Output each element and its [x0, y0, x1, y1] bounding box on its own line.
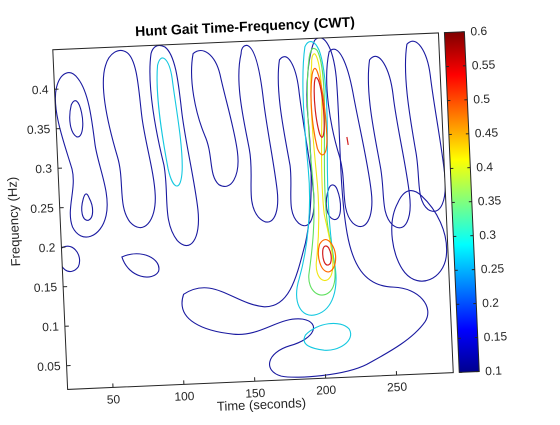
colorbar-tick-label: 0.25: [480, 261, 504, 276]
y-tick-label: 0.15: [34, 280, 58, 295]
colorbar-tick-label: 0.2: [482, 296, 500, 311]
colorbar-tick-label: 0.4: [476, 160, 494, 175]
x-tick-label: 200: [316, 383, 337, 398]
y-axis-label: Frequency (Hz): [4, 177, 23, 267]
y-tick-label: 0.1: [42, 319, 60, 334]
plot-area: [53, 33, 453, 390]
colorbar-tick-label: 0.1: [485, 363, 503, 378]
colorbar-tick-label: 0.55: [472, 57, 496, 72]
colorbar-tick-label: 0.45: [475, 125, 499, 140]
y-tick-label: 0.05: [37, 359, 61, 374]
colorbar-tick-label: 0.15: [483, 329, 507, 344]
colorbar-tick-label: 0.6: [470, 24, 488, 39]
y-tick-label: 0.3: [35, 162, 53, 177]
x-tick-label: 100: [174, 389, 195, 404]
x-tick-label: 250: [387, 380, 408, 395]
y-tick-label: 0.4: [32, 83, 50, 98]
y-tick-label: 0.2: [38, 240, 56, 255]
x-axis-label: Time (seconds): [217, 395, 307, 414]
colorbar-tick-label: 0.35: [478, 193, 502, 208]
colorbar-tick-label: 0.5: [473, 92, 491, 107]
y-tick-label: 0.35: [27, 122, 51, 137]
y-tick-label: 0.25: [30, 201, 54, 216]
colorbar-tick-label: 0.3: [479, 228, 497, 243]
x-tick-label: 50: [107, 392, 121, 407]
chart-title: Hunt Gait Time-Frequency (CWT): [135, 14, 355, 40]
colorbar: 0.1 0.15 0.2 0.25 0.3 0.35 0.4 0.45 0.5 0.55 0.6: [444, 23, 509, 379]
